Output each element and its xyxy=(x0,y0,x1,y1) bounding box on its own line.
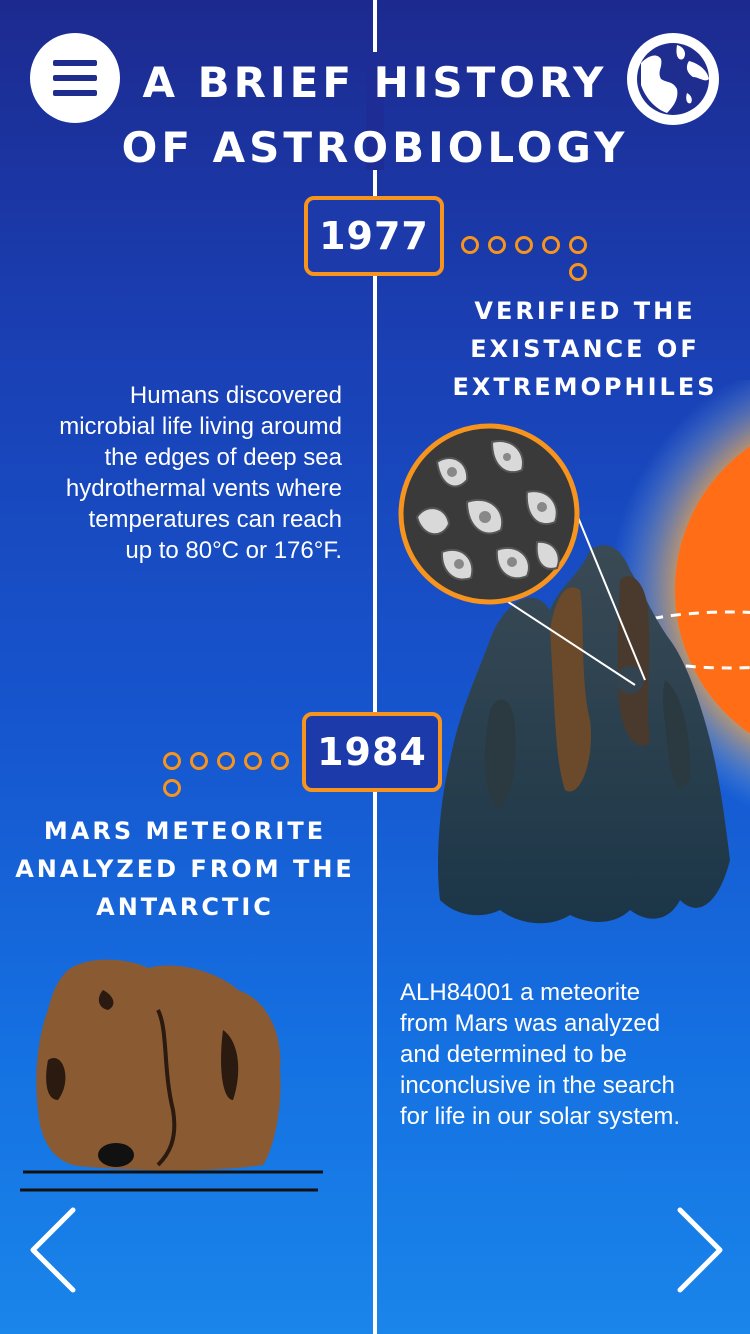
event-description-1977: Humans discovered microbial life living … xyxy=(59,382,342,564)
chevron-right-icon[interactable] xyxy=(668,1205,728,1295)
microbe-magnifier-illustration xyxy=(398,423,580,605)
event-description-1984: ALH84001 a meteorite from Mars was analy… xyxy=(400,979,681,1130)
timeline-line xyxy=(373,0,377,1334)
event-heading-1984: MARS METEORITE ANALYZED FROM THE ANTARCT… xyxy=(15,817,355,921)
year-badge-1984: 1984 xyxy=(302,712,442,792)
chevron-left-icon[interactable] xyxy=(25,1205,85,1295)
page-title: A BRIEF HISTORY OF ASTROBIOLOGY xyxy=(121,58,629,172)
hydrothermal-vent-illustration xyxy=(438,380,750,924)
hamburger-menu-icon[interactable] xyxy=(30,33,120,123)
timeline-gap xyxy=(366,52,384,170)
globe-icon[interactable] xyxy=(627,33,719,125)
event-heading-1977: VERIFIED THE EXISTANCE OF EXTREMOPHILES xyxy=(452,297,718,401)
year-badge-1977: 1977 xyxy=(304,196,444,276)
mars-meteorite-illustration xyxy=(20,959,323,1192)
